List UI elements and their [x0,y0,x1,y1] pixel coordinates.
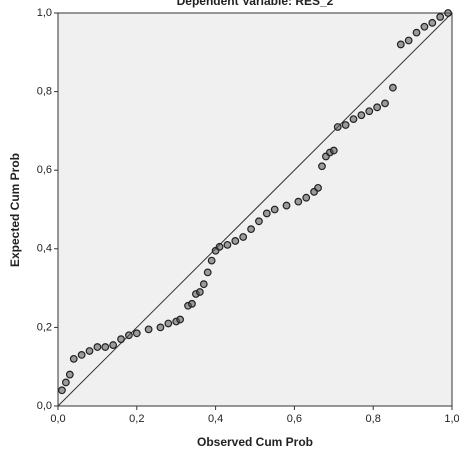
point [314,183,322,192]
point [77,351,86,359]
point [318,162,326,171]
point [270,205,279,214]
point [357,111,366,120]
point [69,354,78,363]
point [85,347,94,355]
point [436,13,445,21]
y-tick-label: 0,8 [37,86,52,98]
point [349,115,358,124]
y-tick-label: 0,6 [37,164,52,176]
point [404,36,413,45]
point [117,335,125,344]
point [101,343,110,351]
point [176,315,185,324]
point [428,18,437,27]
x-tick-label: 1,0 [444,413,459,425]
point [420,22,429,31]
point [164,319,173,328]
point [365,107,374,116]
x-axis-title: Observed Cum Prob [197,435,313,449]
point [203,268,212,277]
point [215,242,224,251]
y-tick-label: 0,4 [37,243,52,255]
x-tick-label: 0,6 [287,413,302,425]
point [412,28,421,37]
point [255,217,263,226]
point [329,146,338,155]
point [199,280,208,289]
point [262,209,271,218]
point [231,237,240,245]
point [132,329,141,338]
y-tick-label: 0,2 [37,321,52,333]
point [188,299,196,308]
point [282,201,291,210]
y-axis-title: Expected Cum Prob [8,153,22,267]
point [396,40,405,49]
point [247,225,255,234]
y-tick-label: 1,0 [37,7,52,19]
point [381,99,389,108]
point [109,341,118,349]
point [125,331,133,340]
x-tick-label: 0,0 [50,413,65,425]
point [58,386,66,395]
point [195,288,204,296]
point [333,123,342,131]
point [223,240,232,249]
point [93,343,102,351]
point [294,197,303,206]
point [239,233,248,241]
x-tick-label: 0,4 [208,413,223,425]
point [444,9,452,17]
point [302,193,311,202]
x-tick-label: 0,2 [129,413,144,425]
point [65,370,74,379]
point [341,121,350,129]
point [156,323,165,332]
point [389,83,397,92]
chart-title: Dependent Variable: RES_2 [177,0,334,8]
point [61,378,70,387]
point [144,325,153,334]
y-tick-label: 0,0 [37,400,52,412]
point [373,103,382,112]
point [207,256,216,265]
x-tick-label: 0,8 [366,413,381,425]
